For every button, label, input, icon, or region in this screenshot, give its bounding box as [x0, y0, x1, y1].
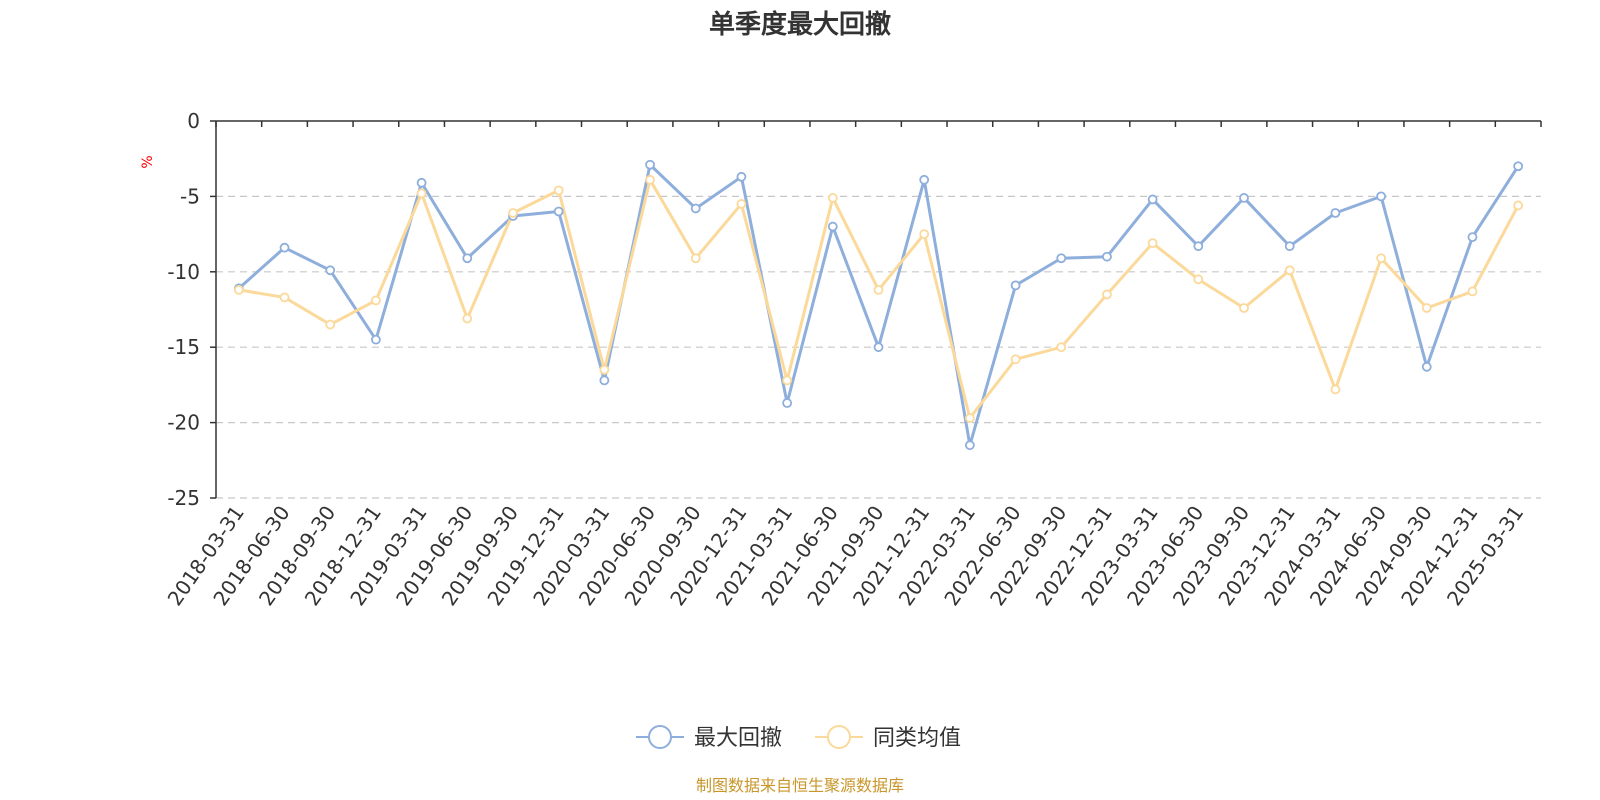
y-tick-label: -25 [167, 486, 200, 510]
axes: 0-5-10-15-20-252018-03-312018-06-302018-… [163, 109, 1542, 610]
data-point[interactable] [599, 375, 610, 386]
data-point[interactable] [1421, 361, 1432, 372]
data-point[interactable] [1513, 161, 1524, 172]
data-point[interactable] [690, 253, 701, 264]
data-point[interactable] [553, 185, 564, 196]
data-point[interactable] [233, 284, 244, 295]
data-point[interactable] [371, 295, 381, 306]
legend[interactable]: 最大回撤 同类均值 [636, 725, 961, 751]
data-point[interactable] [919, 229, 930, 240]
chart-title: 单季度最大回撤 [709, 9, 891, 40]
data-point[interactable] [1102, 251, 1112, 262]
data-point[interactable] [1284, 241, 1295, 252]
data-point[interactable] [782, 398, 793, 408]
data-source-label: 制图数据来自恒生聚源数据库 [696, 776, 904, 795]
data-point[interactable] [1010, 280, 1021, 291]
y-axis-unit-label: % [140, 155, 156, 168]
legend-circle-marker[interactable] [827, 725, 851, 749]
data-point[interactable] [1056, 342, 1067, 353]
data-point[interactable] [645, 159, 655, 170]
data-point[interactable] [1467, 232, 1478, 243]
series-line-1 [237, 163, 1520, 447]
data-point[interactable] [325, 319, 336, 330]
data-point[interactable] [462, 253, 473, 264]
y-tick-label: -5 [180, 184, 200, 208]
data-point[interactable] [1056, 253, 1067, 264]
data-point[interactable] [873, 284, 884, 295]
data-point[interactable] [599, 364, 610, 375]
legend-label[interactable]: 同类均值 [873, 726, 961, 751]
data-point[interactable] [279, 292, 290, 303]
data-point[interactable] [1421, 303, 1432, 313]
series-lines [233, 159, 1524, 451]
data-point[interactable] [1376, 191, 1386, 202]
legend-label[interactable]: 最大回撤 [694, 726, 782, 751]
y-tick-label: 0 [187, 109, 200, 133]
data-point[interactable] [1239, 303, 1249, 313]
data-point[interactable] [1010, 354, 1021, 365]
data-point[interactable] [919, 174, 930, 185]
data-point[interactable] [553, 206, 564, 217]
y-tick-label: -20 [167, 411, 200, 435]
y-tick-label: -15 [167, 335, 200, 359]
data-point[interactable] [416, 188, 427, 199]
data-point[interactable] [1376, 253, 1386, 264]
data-point[interactable] [1330, 208, 1341, 218]
data-point[interactable] [690, 203, 701, 214]
series-line-2 [238, 178, 1520, 420]
data-point[interactable] [1193, 274, 1204, 285]
data-point[interactable] [782, 375, 793, 386]
legend-circle-marker[interactable] [648, 725, 672, 749]
data-point[interactable] [827, 193, 838, 203]
data-point[interactable] [1239, 193, 1249, 203]
data-point[interactable] [736, 199, 747, 209]
data-point[interactable] [325, 265, 336, 276]
data-point[interactable] [964, 413, 975, 423]
data-point[interactable] [1147, 238, 1158, 249]
data-point[interactable] [964, 440, 975, 451]
data-point[interactable] [645, 174, 655, 185]
data-point[interactable] [1102, 289, 1112, 300]
data-point[interactable] [1330, 384, 1341, 395]
data-point[interactable] [1513, 200, 1524, 211]
data-point[interactable] [827, 221, 838, 232]
data-point[interactable] [462, 313, 473, 324]
data-point[interactable] [1467, 286, 1478, 297]
data-point[interactable] [736, 171, 747, 182]
data-point[interactable] [416, 177, 427, 188]
data-point[interactable] [873, 342, 884, 353]
data-point[interactable] [279, 242, 290, 253]
data-point[interactable] [508, 208, 518, 218]
data-point[interactable] [1284, 265, 1295, 276]
y-tick-label: -10 [167, 260, 200, 284]
data-point[interactable] [371, 334, 381, 345]
data-point[interactable] [1147, 194, 1158, 205]
data-point[interactable] [1193, 241, 1204, 252]
